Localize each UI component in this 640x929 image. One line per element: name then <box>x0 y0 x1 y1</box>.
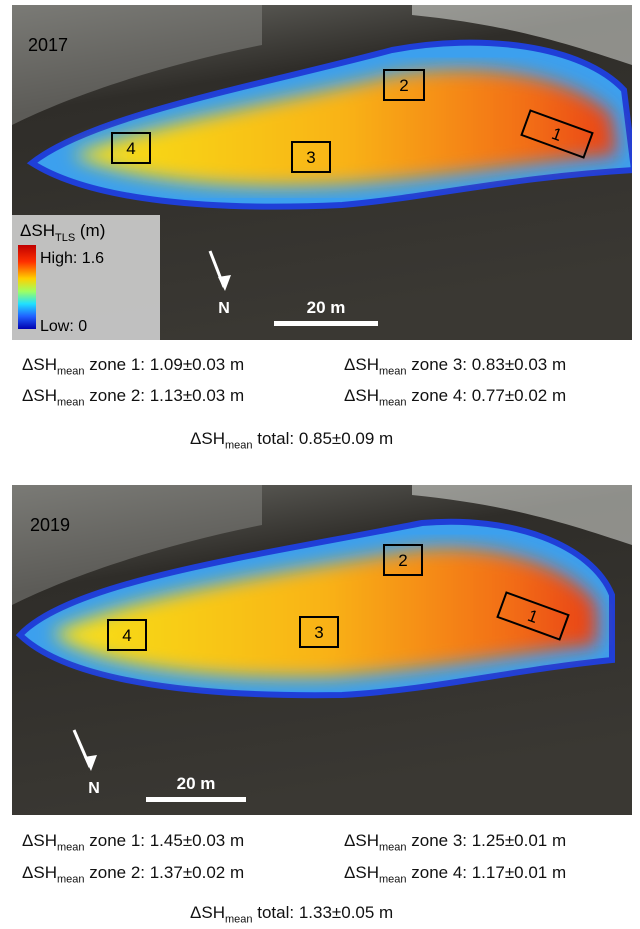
legend-low: Low: 0 <box>40 318 87 335</box>
zone: 3 <box>291 141 331 173</box>
stat-text: ΔSHmean total: 1.33±0.05 m <box>190 903 393 925</box>
zone-label: 2 <box>399 76 408 95</box>
stat-symbol: ΔSH <box>22 386 57 405</box>
north-arrowhead <box>218 275 231 291</box>
legend-subscript: TLS <box>55 232 75 244</box>
stat-text: ΔSHmean zone 2: 1.37±0.02 m <box>22 863 244 885</box>
zone: 4 <box>107 619 147 651</box>
stat-subscript: mean <box>378 873 407 886</box>
north-arrowhead <box>84 755 97 771</box>
stat-subscript: mean <box>378 365 407 378</box>
zone-box <box>291 141 331 173</box>
stat-subscript: mean <box>56 841 85 854</box>
stat-subscript: mean <box>56 873 85 886</box>
stat-subscript: mean <box>56 365 85 378</box>
zone-label: 4 <box>122 626 131 645</box>
stat-text: ΔSHmean zone 2: 1.13±0.03 m <box>22 386 244 408</box>
stat-text: ΔSHmean zone 1: 1.45±0.03 m <box>22 831 244 853</box>
zone-box <box>107 619 147 651</box>
stat-subscript: mean <box>56 396 85 409</box>
heat-core <box>72 69 617 187</box>
scale-label: 20 m <box>177 774 216 793</box>
legend-bg <box>12 215 160 340</box>
snow <box>12 485 262 605</box>
stat-symbol: ΔSH <box>22 831 57 850</box>
zone-box <box>299 616 339 648</box>
zone-label: 3 <box>314 623 323 642</box>
stat-value: total: 0.85±0.09 m <box>252 429 394 448</box>
snow-patch <box>412 485 632 545</box>
heat-core <box>52 547 597 678</box>
zone: 2 <box>383 69 425 101</box>
stat-symbol: ΔSH <box>344 355 379 374</box>
stat-symbol: ΔSH <box>190 429 225 448</box>
stat-text: ΔSHmean zone 4: 0.77±0.02 m <box>344 386 566 408</box>
zone-box <box>383 544 423 576</box>
zone-box <box>111 132 151 164</box>
scale-label: 20 m <box>307 298 346 317</box>
stat-subscript: mean <box>224 439 253 452</box>
zone-label: 4 <box>126 139 135 158</box>
zone-box <box>520 109 594 159</box>
stat-value: zone 2: 1.37±0.02 m <box>84 863 245 882</box>
year-label: 2017 <box>28 35 68 55</box>
zone: 4 <box>111 132 151 164</box>
legend-unit: (m) <box>75 221 105 240</box>
stat-text: ΔSHmean zone 3: 0.83±0.03 m <box>344 355 566 377</box>
zone: 2 <box>383 544 423 576</box>
stat-symbol: ΔSH <box>190 903 225 922</box>
panel: 1 2 3 4 N 20 m 2017 ΔSHTLS (m) High: 1.6 Low: 0 ΔS… <box>0 5 640 475</box>
stat-value: zone 4: 0.77±0.02 m <box>406 386 567 405</box>
stat-value: zone 2: 1.13±0.03 m <box>84 386 245 405</box>
snow-patch <box>412 5 632 65</box>
stat-symbol: ΔSH <box>344 386 379 405</box>
scale-bar <box>146 797 246 802</box>
stat-text: ΔSHmean zone 3: 1.25±0.01 m <box>344 831 566 853</box>
legend-symbol: ΔSH <box>20 221 55 240</box>
zone-label: 2 <box>398 551 407 570</box>
stat-text: ΔSHmean zone 4: 1.17±0.01 m <box>344 863 566 885</box>
stat-text: ΔSHmean total: 0.85±0.09 m <box>190 429 393 451</box>
stat-subscript: mean <box>378 396 407 409</box>
stat-value: total: 1.33±0.05 m <box>252 903 394 922</box>
stat-subscript: mean <box>378 841 407 854</box>
zone-box <box>496 591 570 641</box>
color-bar <box>18 245 36 329</box>
stat-value: zone 1: 1.09±0.03 m <box>84 355 245 374</box>
panel: 1 2 3 4 N 20 m 2019 ΔSHmean zone 1: 1.45±0.03 m… <box>0 485 640 929</box>
zone: 3 <box>299 616 339 648</box>
stat-value: zone 4: 1.17±0.01 m <box>406 863 567 882</box>
year-label: 2019 <box>30 515 70 535</box>
stat-value: zone 1: 1.45±0.03 m <box>84 831 245 850</box>
stat-value: zone 3: 1.25±0.01 m <box>406 831 567 850</box>
stat-symbol: ΔSH <box>344 863 379 882</box>
snow <box>12 5 262 125</box>
stat-symbol: ΔSH <box>22 863 57 882</box>
stat-symbol: ΔSH <box>22 355 57 374</box>
zone-box <box>383 69 425 101</box>
north-label: N <box>218 300 230 317</box>
stat-symbol: ΔSH <box>344 831 379 850</box>
stat-value: zone 3: 0.83±0.03 m <box>406 355 567 374</box>
zone-label: 3 <box>306 148 315 167</box>
stat-text: ΔSHmean zone 1: 1.09±0.03 m <box>22 355 244 377</box>
legend-title: ΔSHTLS (m) <box>20 221 105 244</box>
north-label: N <box>88 780 100 797</box>
scale-bar <box>274 321 378 326</box>
legend-high: High: 1.6 <box>40 250 104 267</box>
stat-subscript: mean <box>224 913 253 926</box>
